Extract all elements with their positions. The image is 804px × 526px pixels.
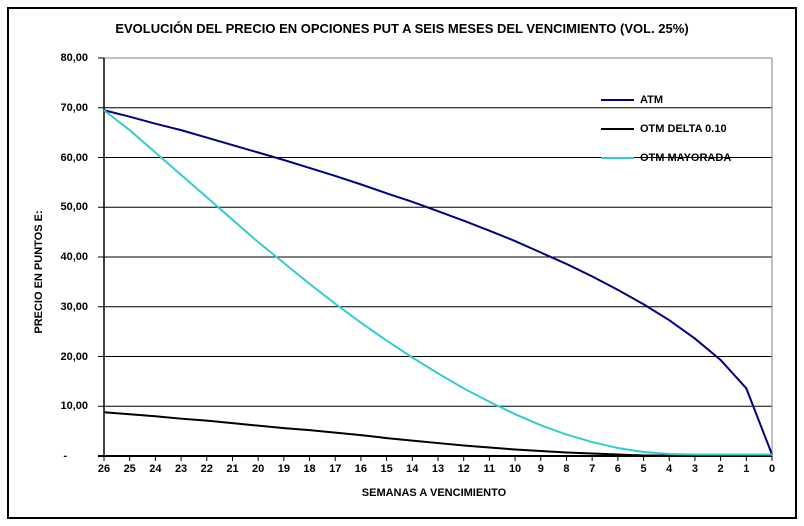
atm-line-swatch	[601, 98, 634, 101]
x-tick-label: 0	[768, 463, 776, 475]
x-tick-label: 13	[431, 463, 445, 475]
x-tick-label: 11	[483, 463, 496, 475]
x-tick-label: 9	[537, 463, 544, 475]
x-tick-label: 12	[457, 463, 470, 475]
legend-item-atm: ATM	[601, 93, 731, 106]
x-tick-label: 6	[614, 463, 621, 475]
x-tick-label: 1	[743, 463, 750, 475]
otm-mayorada-line-swatch	[601, 156, 634, 159]
plot-area	[98, 57, 773, 461]
y-tick-label: 70,00	[60, 101, 88, 114]
y-tick-label: 80,00	[60, 52, 88, 64]
series-line-otm-delta-0-10	[103, 411, 772, 457]
x-tick-label: 3	[691, 463, 698, 475]
y-tick-label: 60,00	[60, 151, 88, 164]
chart-frame-border	[7, 7, 797, 519]
x-tick-label: 19	[277, 463, 290, 475]
y-tick-label: 30,00	[60, 300, 88, 313]
x-tick-label: 7	[589, 463, 596, 475]
legend-item-otm-delta: OTM DELTA 0.10	[601, 122, 731, 135]
y-tick-label: 40,00	[60, 251, 88, 263]
x-tick-label: 17	[329, 463, 342, 475]
x-tick-label: 20	[252, 463, 265, 475]
y-tick-label: 10,00	[60, 400, 88, 413]
legend-item-otm-mayorada: OTM MAYORADA	[601, 151, 731, 164]
x-tick-label: 15	[380, 463, 393, 475]
y-tick-label: -	[63, 450, 67, 462]
series-line-otm-mayorada	[103, 109, 772, 456]
series-line-atm	[103, 109, 773, 455]
otm-delta-line-swatch	[601, 127, 634, 130]
x-tick-label: 18	[303, 463, 316, 475]
x-tick-label: 4	[666, 463, 673, 475]
y-axis-title: PRECIO EN PUNTOS E:	[33, 210, 45, 334]
x-tick-label: 25	[123, 463, 136, 475]
y-tick-label: 50,00	[60, 201, 88, 214]
x-tick-label: 16	[354, 463, 368, 475]
x-tick-label: 10	[508, 463, 522, 475]
x-tick-label: 8	[563, 463, 570, 475]
legend-label-atm: ATM	[640, 93, 664, 106]
legend: ATM OTM DELTA 0.10 OTM MAYORADA	[601, 93, 731, 164]
legend-label-otm-mayorada: OTM MAYORADA	[640, 151, 732, 164]
x-tick-label: 14	[406, 463, 419, 475]
x-tick-label: 23	[174, 463, 188, 475]
x-tick-label: 5	[640, 463, 647, 475]
y-tick-label: 20,00	[60, 350, 88, 363]
x-tick-label: 22	[200, 463, 213, 475]
x-tick-label: 2	[717, 463, 724, 475]
x-tick-label: 26	[97, 463, 111, 475]
x-tick-label: 24	[149, 463, 162, 475]
x-tick-label: 21	[226, 463, 239, 475]
legend-label-otm-delta: OTM DELTA 0.10	[640, 122, 727, 135]
x-axis-title: SEMANAS A VENCIMIENTO	[361, 487, 507, 499]
chart-title: EVOLUCIÓN DEL PRECIO EN OPCIONES PUT A S…	[115, 21, 689, 36]
